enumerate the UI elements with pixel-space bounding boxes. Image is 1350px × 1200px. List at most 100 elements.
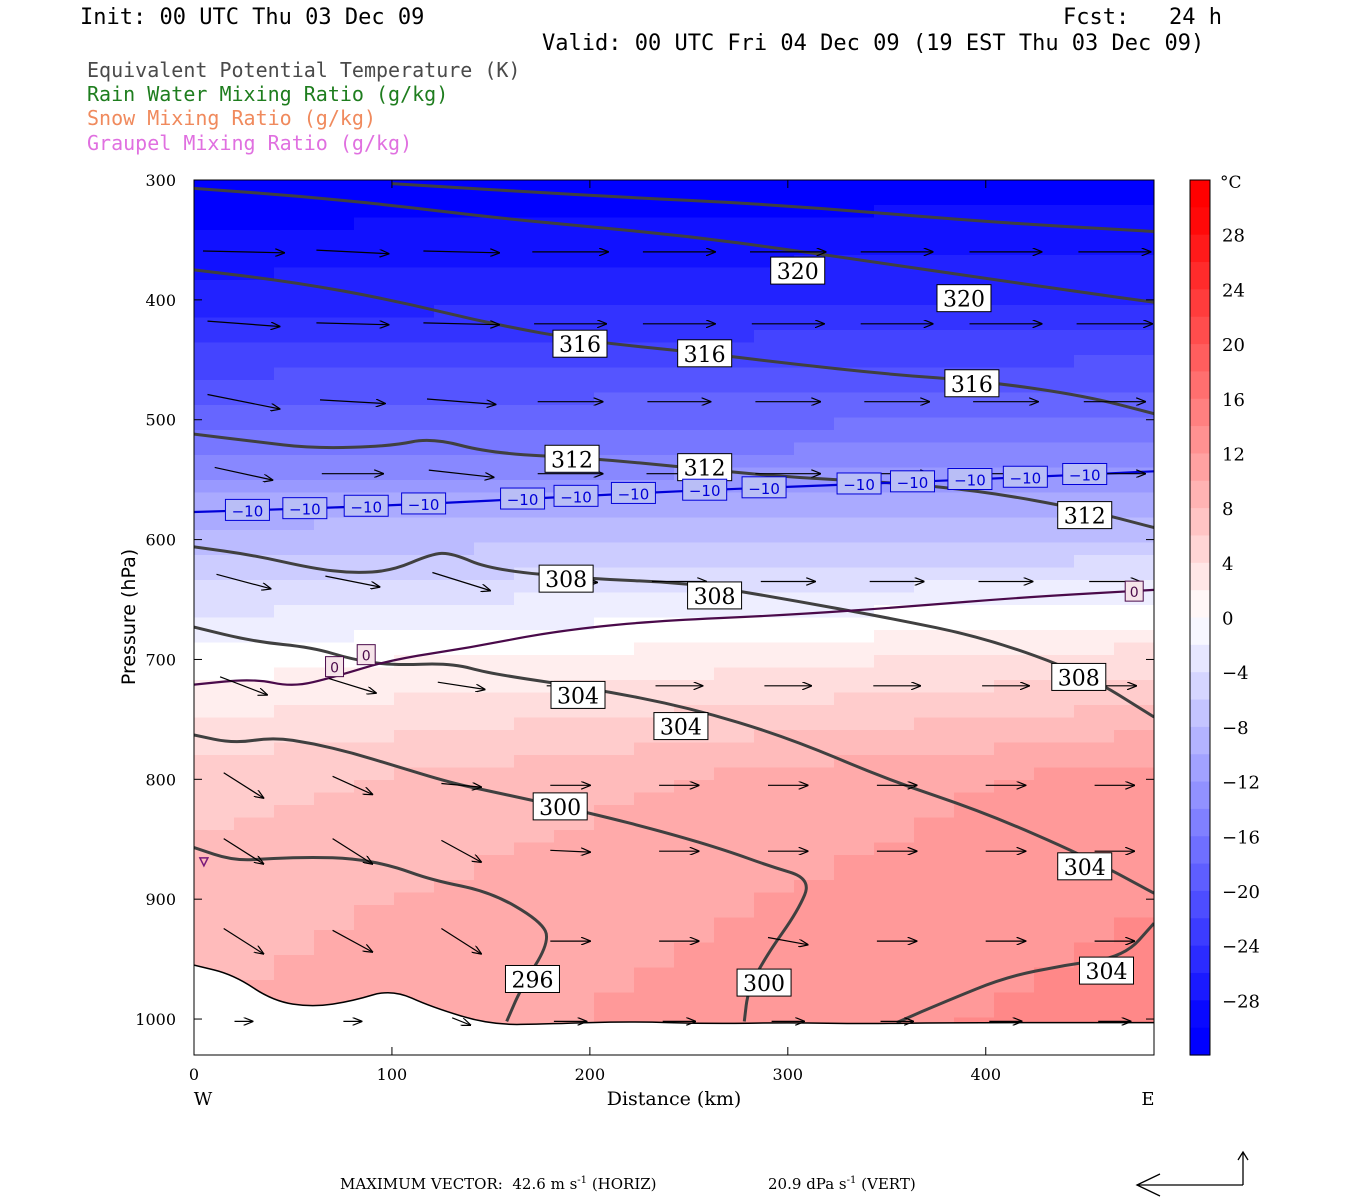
field-cell xyxy=(674,292,715,306)
field-cell xyxy=(274,592,315,606)
field-cell xyxy=(914,592,955,606)
field-cell xyxy=(1034,617,1075,631)
field-cell xyxy=(994,305,1035,319)
field-cell xyxy=(714,730,755,744)
field-cell xyxy=(1114,880,1154,894)
field-cell xyxy=(354,630,395,644)
field-cell xyxy=(874,767,915,781)
field-cell xyxy=(834,242,875,256)
field-cell xyxy=(1034,980,1075,994)
field-cell xyxy=(234,205,275,219)
field-cell xyxy=(514,380,555,394)
field-cell xyxy=(1034,992,1075,1006)
field-cell xyxy=(474,817,515,831)
colorbar-tick-label: 24 xyxy=(1222,280,1245,301)
theta-e-contour-320 xyxy=(391,182,1154,233)
field-cell xyxy=(354,955,395,969)
field-cell xyxy=(994,505,1035,519)
field-cell xyxy=(274,692,315,706)
field-cell xyxy=(514,780,555,794)
field-cell xyxy=(434,792,475,806)
field-cell xyxy=(1074,742,1115,756)
field-cell xyxy=(994,555,1035,569)
field-cell xyxy=(554,255,595,269)
field-cell xyxy=(234,480,275,494)
theta-e-label-box xyxy=(538,564,594,593)
field-cell xyxy=(914,705,955,719)
field-cell xyxy=(234,542,275,556)
field-cell xyxy=(514,817,555,831)
field-cell xyxy=(394,267,435,281)
field-cell xyxy=(994,205,1035,219)
field-cell xyxy=(354,717,395,731)
field-cell xyxy=(474,705,515,719)
field-cell xyxy=(274,367,315,381)
theta-e-label-box xyxy=(736,968,792,997)
field-cell xyxy=(1074,280,1115,294)
field-cell xyxy=(874,567,915,581)
field-cell xyxy=(194,367,235,381)
field-cell xyxy=(1034,717,1075,731)
isotherm-label-box xyxy=(401,492,447,515)
field-cell xyxy=(674,542,715,556)
field-cell xyxy=(874,942,915,956)
field-cell xyxy=(394,605,435,619)
field-cell xyxy=(234,692,275,706)
field-cell xyxy=(194,417,235,431)
field-cell xyxy=(834,430,875,444)
field-cell xyxy=(794,705,835,719)
field-cell xyxy=(954,917,995,931)
field-cell xyxy=(194,955,235,969)
field-cell xyxy=(834,992,875,1006)
field-cell xyxy=(274,342,315,356)
field-cell xyxy=(1074,642,1115,656)
field-cell xyxy=(554,955,595,969)
field-cell xyxy=(1074,767,1115,781)
field-cell xyxy=(314,230,355,244)
field-cell xyxy=(714,530,755,544)
field-cell xyxy=(434,355,475,369)
field-cell xyxy=(634,392,675,406)
field-cell xyxy=(754,880,795,894)
field-cell xyxy=(474,580,515,594)
field-cell xyxy=(594,567,635,581)
field-cell xyxy=(754,305,795,319)
field-cell xyxy=(954,192,995,206)
field-cell xyxy=(1114,780,1154,794)
field-cell xyxy=(434,817,475,831)
field-cell xyxy=(914,430,955,444)
field-cell xyxy=(194,892,235,906)
field-cell xyxy=(554,992,595,1006)
field-cell xyxy=(594,717,635,731)
field-cell xyxy=(674,405,715,419)
field-cell xyxy=(874,430,915,444)
field-cell xyxy=(554,180,595,194)
field-cell xyxy=(794,667,835,681)
field-cell xyxy=(234,717,275,731)
field-cell xyxy=(354,930,395,944)
field-cell xyxy=(874,392,915,406)
field-cell xyxy=(314,430,355,444)
field-cell xyxy=(874,680,915,694)
field-cell xyxy=(634,367,675,381)
field-cell xyxy=(234,780,275,794)
field-cell xyxy=(954,342,995,356)
field-cell xyxy=(594,467,635,481)
field-cell xyxy=(354,792,395,806)
field-cell xyxy=(1034,792,1075,806)
field-cell xyxy=(274,805,315,819)
field-cell xyxy=(674,217,715,231)
field-cell xyxy=(954,417,995,431)
field-cell xyxy=(634,767,675,781)
field-cell xyxy=(1074,992,1115,1006)
field-cell xyxy=(354,242,395,256)
field-cell xyxy=(634,530,675,544)
field-cell xyxy=(594,980,635,994)
field-cell xyxy=(314,542,355,556)
field-cell xyxy=(874,305,915,319)
x-tick-label: 300 xyxy=(773,1065,804,1084)
field-cell xyxy=(754,217,795,231)
field-cell xyxy=(794,942,835,956)
field-cell xyxy=(834,280,875,294)
field-cell xyxy=(1034,917,1075,931)
